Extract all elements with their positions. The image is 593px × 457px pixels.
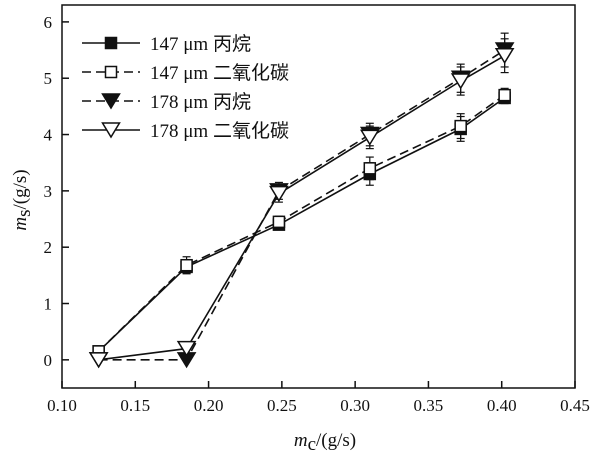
series-layer xyxy=(88,32,515,369)
series-3-point-0 xyxy=(88,352,109,369)
legend: 147 μm 丙烷 147 μm 二氧化碳 178 μm 丙烷 178 μm 二氧化碳 xyxy=(82,33,289,142)
x-axis-label: mc/(g/s) xyxy=(294,430,356,455)
y-axis-label: ms/(g/s) xyxy=(10,169,35,230)
series-1-point-3 xyxy=(363,162,377,175)
series-1-point-5 xyxy=(498,88,511,102)
y-tick-label-1: 1 xyxy=(44,295,53,314)
series-1 xyxy=(92,87,511,358)
series-1-point-1 xyxy=(180,258,193,272)
series-3 xyxy=(88,38,515,369)
legend-marker-3 xyxy=(101,122,121,139)
series-2-line xyxy=(98,49,506,361)
labels-layer: mc/(g/s) ms/(g/s) xyxy=(10,169,356,455)
series-0-line xyxy=(98,97,506,352)
series-3-point-5 xyxy=(494,47,515,65)
series-3-point-1 xyxy=(176,340,197,358)
series-1-point-2 xyxy=(272,215,286,229)
legend-label-0: 147 μm 丙烷 xyxy=(150,33,251,55)
y-tick-label-2: 2 xyxy=(44,238,53,257)
y-tick-label-4: 4 xyxy=(44,126,53,145)
x-tick-label-1: 0.15 xyxy=(120,396,150,415)
x-tick-label-5: 0.35 xyxy=(414,396,444,415)
legend-label-2: 178 μm 丙烷 xyxy=(150,91,251,113)
series-1-point-4 xyxy=(454,119,467,133)
legend-label-3: 178 μm 二氧化碳 xyxy=(150,120,289,142)
series-3-point-3 xyxy=(359,129,380,146)
y-tick-label-0: 0 xyxy=(44,351,53,370)
x-tick-label-0: 0.10 xyxy=(47,396,77,415)
series-1-line xyxy=(98,94,506,352)
legend-marker-1 xyxy=(104,65,118,79)
x-tick-label-6: 0.40 xyxy=(487,396,517,415)
legend-label-1: 147 μm 二氧化碳 xyxy=(150,62,289,84)
y-tick-label-3: 3 xyxy=(44,182,53,201)
x-tick-label-7: 0.45 xyxy=(560,396,590,415)
x-tick-label-2: 0.20 xyxy=(194,396,224,415)
x-tick-label-3: 0.25 xyxy=(267,396,297,415)
plot-frame xyxy=(61,4,576,389)
y-tick-label-5: 5 xyxy=(44,69,53,88)
legend-marker-0 xyxy=(104,36,118,50)
legend-marker-2 xyxy=(101,93,121,110)
series-3-point-2 xyxy=(269,185,289,203)
y-tick-label-6: 6 xyxy=(44,13,53,32)
series-3-point-4 xyxy=(450,73,471,90)
x-tick-label-4: 0.30 xyxy=(340,396,370,415)
ticks-layer: 0.10 0.15 0.20 0.25 0.30 0.35 0.40 0.45 0 1 2 3 4 5 6 xyxy=(44,13,590,415)
